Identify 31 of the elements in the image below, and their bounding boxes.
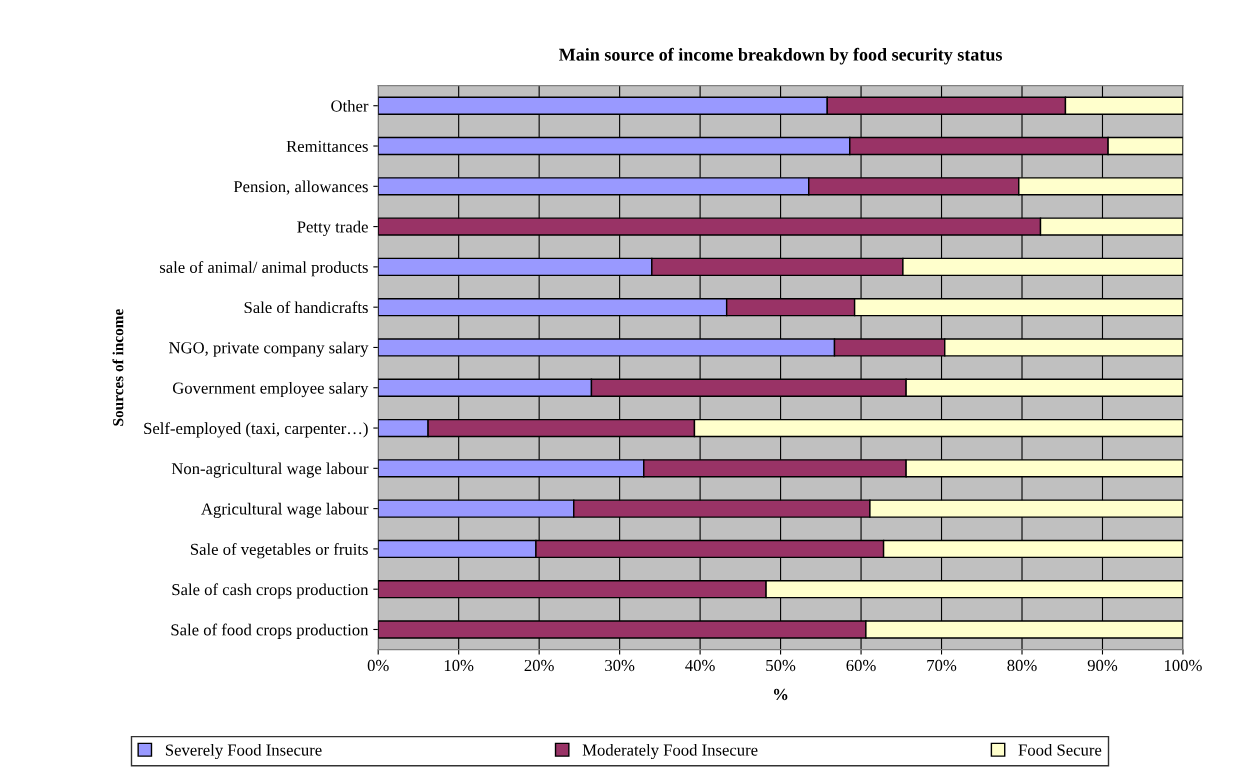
legend-label: Moderately Food Insecure xyxy=(582,743,758,760)
x-axis-title: % xyxy=(773,688,788,701)
y-tick-label: Sale of food crops production xyxy=(171,623,369,639)
y-tick-label: sale of animal/ animal products xyxy=(159,261,368,277)
y-tick-label: Government employee salary xyxy=(172,381,369,398)
x-tick-label: 50% xyxy=(766,659,796,672)
x-tick-label: 20% xyxy=(524,659,554,672)
x-tick-label: 30% xyxy=(605,659,635,672)
chart-title: Main source of income breakdown by food security status xyxy=(559,47,1002,65)
y-tick-label: NGO, private company salary xyxy=(169,341,369,357)
x-tick-label: 60% xyxy=(846,659,876,672)
y-tick-label: Pension, allowances xyxy=(233,180,368,195)
legend-label: Food Secure xyxy=(1018,743,1102,756)
x-tick-label: 70% xyxy=(927,659,957,672)
y-tick-label: Sale of handicrafts xyxy=(244,301,368,314)
y-axis-title: Sources of income xyxy=(112,309,124,426)
y-tick-label: Non-agricultural wage labour xyxy=(171,462,369,478)
x-tick-label: 90% xyxy=(1087,659,1118,672)
y-tick-label: Self-employed (taxi, carpenter…) xyxy=(144,422,368,438)
x-tick-label: 100% xyxy=(1164,659,1202,672)
y-tick-label: Other xyxy=(331,99,369,112)
x-tick-label: 80% xyxy=(1007,659,1037,672)
x-tick-label: 10% xyxy=(444,659,474,672)
y-tick-label: Sale of cash crops production xyxy=(172,583,369,599)
legend-label: Severely Food Insecure xyxy=(165,743,322,760)
y-tick-label: Agricultural wage labour xyxy=(201,502,369,518)
y-tick-label: Remittances xyxy=(286,140,368,152)
x-tick-label: 0% xyxy=(367,659,389,672)
y-tick-label: Petty trade xyxy=(297,220,368,236)
x-tick-label: 40% xyxy=(685,659,715,672)
y-tick-label: Sale of vegetables or fruits xyxy=(190,543,368,559)
